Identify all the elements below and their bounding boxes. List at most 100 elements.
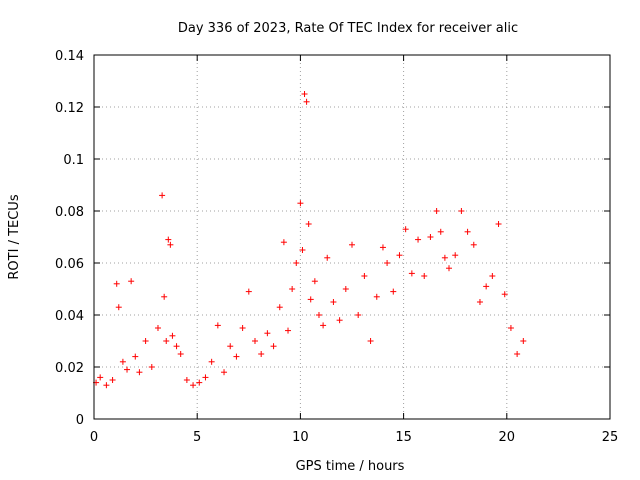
data-point (501, 291, 508, 298)
data-point (303, 98, 310, 105)
data-point (489, 273, 496, 279)
data-point (342, 286, 349, 292)
grid (94, 55, 610, 419)
data-point (349, 241, 355, 248)
data-point (361, 273, 368, 279)
data-point (396, 252, 403, 259)
data-point (452, 252, 459, 259)
data-point (202, 374, 209, 381)
data-point (402, 226, 409, 233)
data-point (390, 288, 397, 295)
data-point (427, 234, 434, 240)
data-point (227, 343, 234, 350)
data-point (324, 254, 331, 261)
y-tick-label: 0.14 (55, 49, 84, 64)
x-tick-label: 0 (90, 430, 98, 445)
data-point (97, 374, 104, 381)
data-point (142, 338, 149, 344)
data-point (251, 338, 258, 344)
data-point (315, 312, 322, 318)
data-point (373, 293, 380, 300)
data-point (221, 369, 228, 376)
data-point (148, 364, 155, 370)
data-point (507, 325, 514, 331)
x-tick-label: 5 (193, 430, 201, 445)
data-point (293, 260, 300, 266)
x-tick-label: 25 (602, 430, 619, 445)
data-point (258, 351, 265, 357)
y-tick-label: 0.06 (55, 257, 84, 272)
y-tick-label: 0.12 (55, 101, 84, 116)
data-point (301, 91, 308, 97)
data-points (93, 91, 527, 389)
data-point (408, 270, 415, 277)
data-point (136, 369, 143, 376)
data-point (109, 377, 116, 383)
data-point (384, 260, 391, 266)
data-point (245, 288, 252, 295)
data-point (115, 304, 122, 311)
data-point (163, 338, 170, 344)
data-point (177, 351, 184, 357)
data-point (311, 278, 318, 285)
data-point (476, 299, 483, 305)
data-point (161, 293, 168, 300)
data-point (264, 330, 271, 337)
data-point (464, 228, 471, 235)
data-point (165, 236, 172, 243)
data-point (330, 299, 337, 305)
data-point (132, 353, 139, 360)
data-point (367, 338, 374, 344)
chart-title: Day 336 of 2023, Rate Of TEC Index for r… (178, 21, 518, 36)
y-axis-ticks: 0 0.02 0.04 0.06 0.08 0.1 0.12 0.14 (55, 49, 610, 428)
data-point (128, 278, 135, 285)
data-point (196, 379, 203, 386)
y-tick-label: 0 (76, 413, 84, 428)
data-point (446, 265, 453, 272)
data-point (433, 208, 440, 214)
data-point (280, 239, 287, 246)
x-axis-label: GPS time / hours (296, 459, 405, 474)
data-point (154, 325, 161, 331)
x-tick-label: 15 (395, 430, 412, 445)
plot-frame (93, 54, 611, 420)
data-point (379, 244, 386, 251)
data-point (299, 247, 306, 253)
data-point (124, 366, 131, 373)
data-point (421, 273, 428, 279)
data-point (514, 351, 521, 357)
data-point (270, 343, 277, 350)
data-point (355, 312, 362, 318)
x-tick-label: 20 (499, 430, 516, 445)
data-point (495, 221, 502, 227)
data-point (470, 241, 477, 248)
x-axis-ticks: 0 5 10 15 20 25 (90, 55, 618, 445)
data-point (190, 382, 197, 389)
x-tick-label: 10 (292, 430, 309, 445)
data-point (297, 200, 304, 207)
data-point (214, 322, 221, 329)
data-point (336, 317, 343, 324)
data-point (437, 228, 444, 235)
y-axis-label: ROTI / TECUs (7, 194, 22, 279)
data-point (183, 377, 190, 383)
data-point (441, 254, 448, 261)
data-point (239, 325, 246, 331)
data-point (103, 382, 110, 389)
data-point (307, 296, 314, 303)
data-point (169, 332, 176, 339)
data-point (276, 304, 283, 311)
y-tick-label: 0.1 (63, 153, 84, 168)
data-point (233, 353, 240, 360)
y-tick-label: 0.02 (55, 361, 84, 376)
data-point (458, 208, 465, 214)
data-point (285, 327, 292, 334)
y-tick-label: 0.04 (55, 309, 84, 324)
data-point (159, 192, 166, 199)
data-point (520, 338, 527, 344)
data-point (167, 241, 174, 248)
data-point (305, 221, 312, 227)
data-point (483, 283, 490, 290)
data-point (173, 343, 180, 350)
